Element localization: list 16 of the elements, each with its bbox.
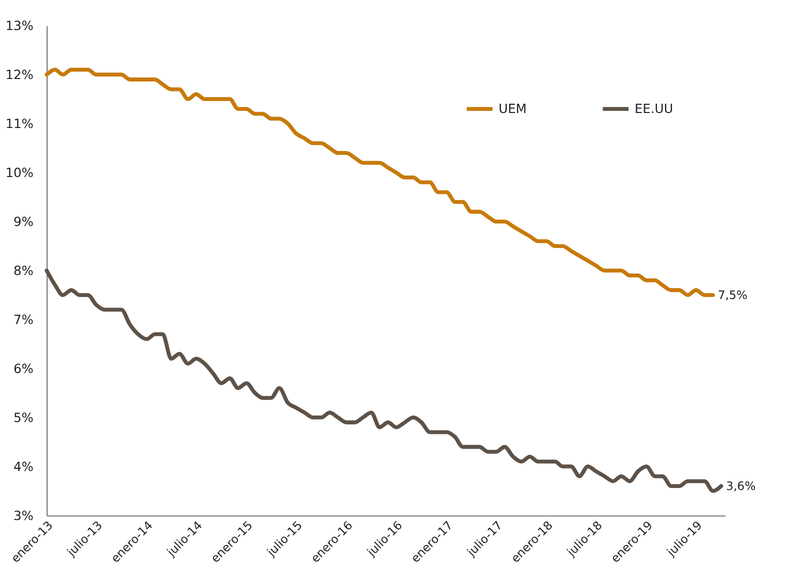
annotation: 3,6%: [726, 478, 756, 493]
y-tick-label: 9%: [14, 214, 34, 229]
y-tick-label: 6%: [14, 360, 34, 376]
legend-label: UEM: [498, 100, 527, 116]
y-tick-label: 11%: [5, 116, 34, 131]
y-tick-label: 12%: [5, 66, 34, 82]
annotation: 7,5%: [718, 288, 748, 302]
y-tick-label: 8%: [14, 262, 34, 278]
y-tick-label: 3%: [14, 508, 34, 523]
legend-label: EE.UU: [634, 100, 674, 116]
y-tick-label: 13%: [5, 18, 34, 33]
y-tick-label: 10%: [5, 164, 34, 180]
y-tick-label: 4%: [14, 458, 34, 474]
y-tick-label: 5%: [14, 410, 34, 425]
y-tick-label: 7%: [14, 312, 34, 327]
line-series: [44, 68, 715, 297]
